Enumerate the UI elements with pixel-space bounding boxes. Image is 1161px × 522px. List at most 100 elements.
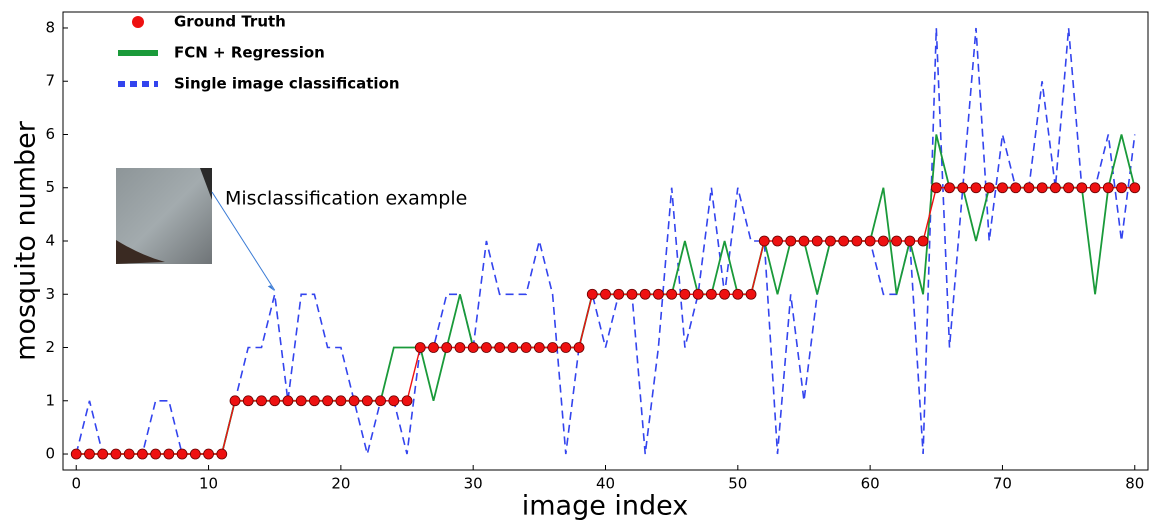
x-tick-label: 80: [1125, 475, 1144, 493]
data-point: [189, 448, 201, 460]
legend-label: FCN + Regression: [174, 44, 325, 62]
data-point: [282, 395, 294, 407]
data-point: [653, 288, 664, 300]
data-point: [547, 342, 558, 353]
data-point: [838, 235, 850, 247]
example-image-shadow: [116, 240, 165, 264]
legend-label: Ground Truth: [174, 13, 286, 31]
y-tick-label: 8: [45, 18, 55, 36]
y-tick-label: 1: [45, 391, 55, 409]
y-tick-label: 5: [45, 178, 55, 196]
data-point: [256, 395, 267, 407]
legend-swatch: [132, 16, 144, 28]
data-point: [586, 288, 598, 300]
data-point: [904, 235, 916, 247]
example-image-corner: [200, 168, 212, 200]
data-point: [454, 342, 466, 353]
data-point: [375, 395, 386, 407]
data-point: [930, 182, 942, 194]
data-point: [97, 448, 109, 460]
data-point: [1036, 182, 1048, 194]
data-point: [163, 448, 175, 460]
data-point: [414, 342, 426, 353]
y-tick-label: 7: [45, 72, 55, 90]
data-point: [970, 182, 982, 194]
data-point: [692, 288, 704, 300]
data-point: [877, 235, 889, 247]
data-point: [719, 288, 730, 300]
data-point: [1010, 182, 1022, 194]
data-point: [401, 395, 413, 407]
data-point: [388, 395, 400, 407]
data-point: [1063, 182, 1075, 194]
y-tick-label: 6: [45, 125, 55, 143]
data-point: [798, 235, 810, 247]
data-point: [1129, 182, 1141, 194]
data-point: [533, 342, 545, 353]
data-point: [758, 235, 770, 247]
data-point: [335, 395, 347, 407]
x-tick-label: 40: [596, 475, 615, 493]
overlay: Ground Truth FCN + Regression Single image…: [118, 13, 467, 292]
annotation-arrowhead: [267, 285, 275, 292]
data-point: [639, 288, 651, 300]
data-point: [825, 235, 836, 247]
x-tick-label: 50: [728, 475, 747, 493]
data-point: [891, 235, 902, 247]
data-point: [507, 342, 519, 353]
data-point: [560, 342, 572, 353]
x-axis-label: image index: [522, 491, 689, 522]
data-point: [1116, 182, 1127, 194]
data-point: [957, 182, 969, 194]
data-point: [705, 288, 717, 300]
data-point: [600, 288, 611, 300]
data-point: [983, 182, 995, 194]
data-point: [613, 288, 625, 300]
data-point: [785, 235, 797, 247]
data-point: [573, 342, 585, 353]
x-tick-label: 10: [199, 475, 218, 493]
data-point: [864, 235, 876, 247]
data-point: [745, 288, 757, 300]
data-point: [229, 395, 241, 407]
annotation-arrow: [211, 191, 276, 291]
data-point: [481, 342, 492, 353]
marks: [63, 27, 1141, 470]
data-point: [1102, 182, 1114, 194]
data-point: [441, 342, 453, 353]
data-point: [216, 448, 228, 460]
data-point: [944, 182, 955, 194]
data-point: [1076, 182, 1088, 194]
data-point: [348, 395, 360, 407]
data-point: [136, 448, 148, 460]
data-point: [772, 235, 783, 247]
data-point: [110, 448, 122, 460]
data-point: [520, 342, 532, 353]
data-point: [997, 182, 1008, 194]
y-tick-label: 4: [45, 232, 55, 250]
data-point: [917, 235, 929, 247]
data-point: [1023, 182, 1035, 194]
data-point: [666, 288, 678, 300]
data-point: [467, 342, 479, 353]
y-tick-label: 0: [45, 445, 55, 463]
example-image: [116, 168, 212, 264]
data-point: [242, 395, 254, 407]
data-point: [851, 235, 863, 247]
y-tick-label: 2: [45, 338, 55, 356]
annotation-text: Misclassification example: [225, 188, 467, 210]
data-point: [322, 395, 334, 407]
data-point: [309, 395, 320, 407]
data-point: [176, 448, 188, 460]
data-point: [494, 342, 506, 353]
data-point: [626, 288, 638, 300]
series-line: [75, 27, 1136, 455]
data-point: [203, 448, 214, 460]
data-point: [811, 235, 823, 247]
x-tick-label: 20: [331, 475, 350, 493]
data-point: [732, 288, 744, 300]
data-point: [428, 342, 439, 353]
data-point: [269, 395, 281, 407]
y-axis-label: mosquito number: [11, 120, 42, 361]
